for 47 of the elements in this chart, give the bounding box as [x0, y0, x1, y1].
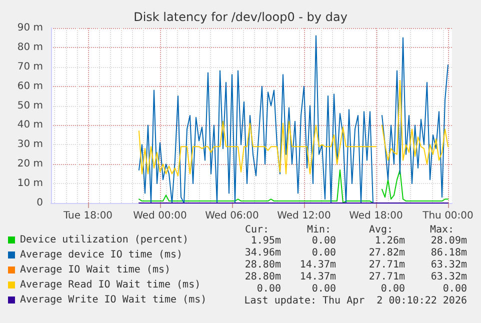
- legend-label: Device utilization (percent): [20, 234, 189, 246]
- legend-label: Average device IO time (ms): [20, 250, 183, 260]
- text: Avg:: [369, 224, 394, 236]
- legend-label: Average Read IO Wait time (ms): [20, 280, 201, 290]
- text: 14.37m: [300, 272, 336, 282]
- text: 63.32m: [430, 260, 467, 270]
- text: 14.37m: [300, 260, 336, 270]
- text: Last update: Thu Apr 2 00:10:22 2026: [244, 296, 467, 306]
- x-tick-label: Wed 12:00: [277, 210, 331, 222]
- y-tick-label: 50 m: [17, 100, 43, 112]
- x-tick-label: Wed 18:00: [349, 210, 403, 222]
- text: 27.82m: [368, 248, 405, 258]
- text: 0.00: [380, 284, 405, 294]
- text: 0.00: [312, 284, 336, 294]
- text: 34.96m: [244, 248, 281, 258]
- legend-label: Average IO Wait time (ms): [20, 264, 171, 276]
- text: 28.09m: [430, 236, 467, 246]
- x-tick-label: Tue 18:00: [62, 210, 113, 222]
- text: 0.00: [256, 284, 281, 294]
- chart-title: Disk latency for /dev/loop0 - by day: [134, 10, 348, 24]
- y-tick-label: 30 m: [17, 139, 43, 150]
- text: 28.80m: [244, 260, 281, 270]
- text: 0.00: [312, 248, 336, 258]
- x-tick-label: Wed 06:00: [205, 210, 259, 222]
- text: 0.00: [442, 284, 467, 294]
- y-tick-label: 80 m: [17, 42, 43, 53]
- text: 63.32m: [430, 272, 467, 282]
- x-tick-label: Thu 00:00: [422, 210, 474, 222]
- text: 1.26m: [374, 236, 405, 246]
- text: 1.95m: [250, 236, 281, 246]
- y-tick-label: 0: [36, 198, 43, 208]
- y-tick-label: 70 m: [17, 61, 43, 72]
- y-tick-label: 90 m: [17, 22, 43, 34]
- text: 86.18m: [430, 248, 467, 258]
- text: Max:: [430, 224, 454, 236]
- x-tick-label: Wed 00:00: [133, 210, 187, 222]
- text: 28.80m: [244, 272, 281, 282]
- y-tick-label: 10 m: [17, 178, 43, 190]
- text: 27.71m: [368, 272, 405, 282]
- legend-label: Average Write IO Wait time (ms): [20, 294, 207, 306]
- text: 27.71m: [368, 260, 405, 270]
- text: Cur:: [245, 224, 270, 236]
- text: 0.00: [312, 236, 336, 246]
- y-tick-label: 40 m: [17, 120, 43, 131]
- text: Min:: [307, 224, 332, 236]
- y-tick-label: 20 m: [17, 158, 43, 170]
- y-tick-label: 60 m: [17, 80, 43, 92]
